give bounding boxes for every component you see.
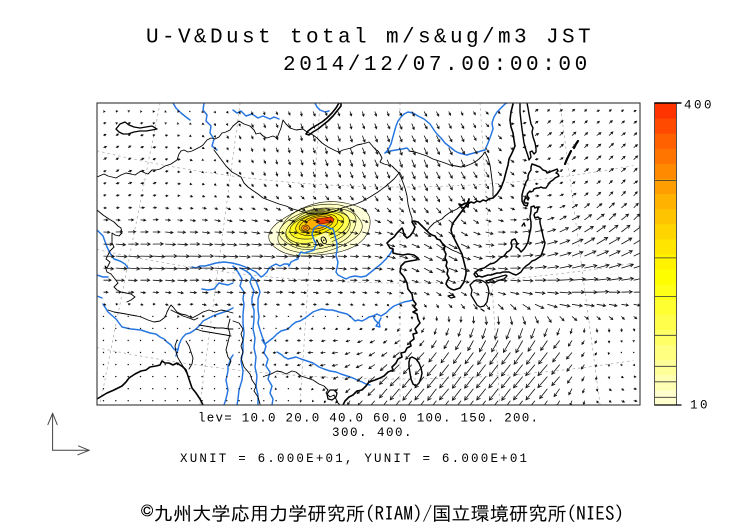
svg-text:2014/12/07.00:00:00: 2014/12/07.00:00:00 xyxy=(283,54,591,77)
svg-text:lev= 10.0 20.0 40.0 60.0 100.: lev= 10.0 20.0 40.0 60.0 100. 150. 200. xyxy=(198,412,539,426)
svg-text:300. 400.: 300. 400. xyxy=(332,426,413,440)
svg-text:400: 400 xyxy=(684,99,714,113)
svg-text:XUNIT = 6.000E+01, YUNIT = 6.0: XUNIT = 6.000E+01, YUNIT = 6.000E+01 xyxy=(180,452,529,466)
svg-text:10: 10 xyxy=(690,399,710,413)
svg-text:U-V&Dust total m/s&ug/m3 JST: U-V&Dust total m/s&ug/m3 JST xyxy=(146,27,594,50)
